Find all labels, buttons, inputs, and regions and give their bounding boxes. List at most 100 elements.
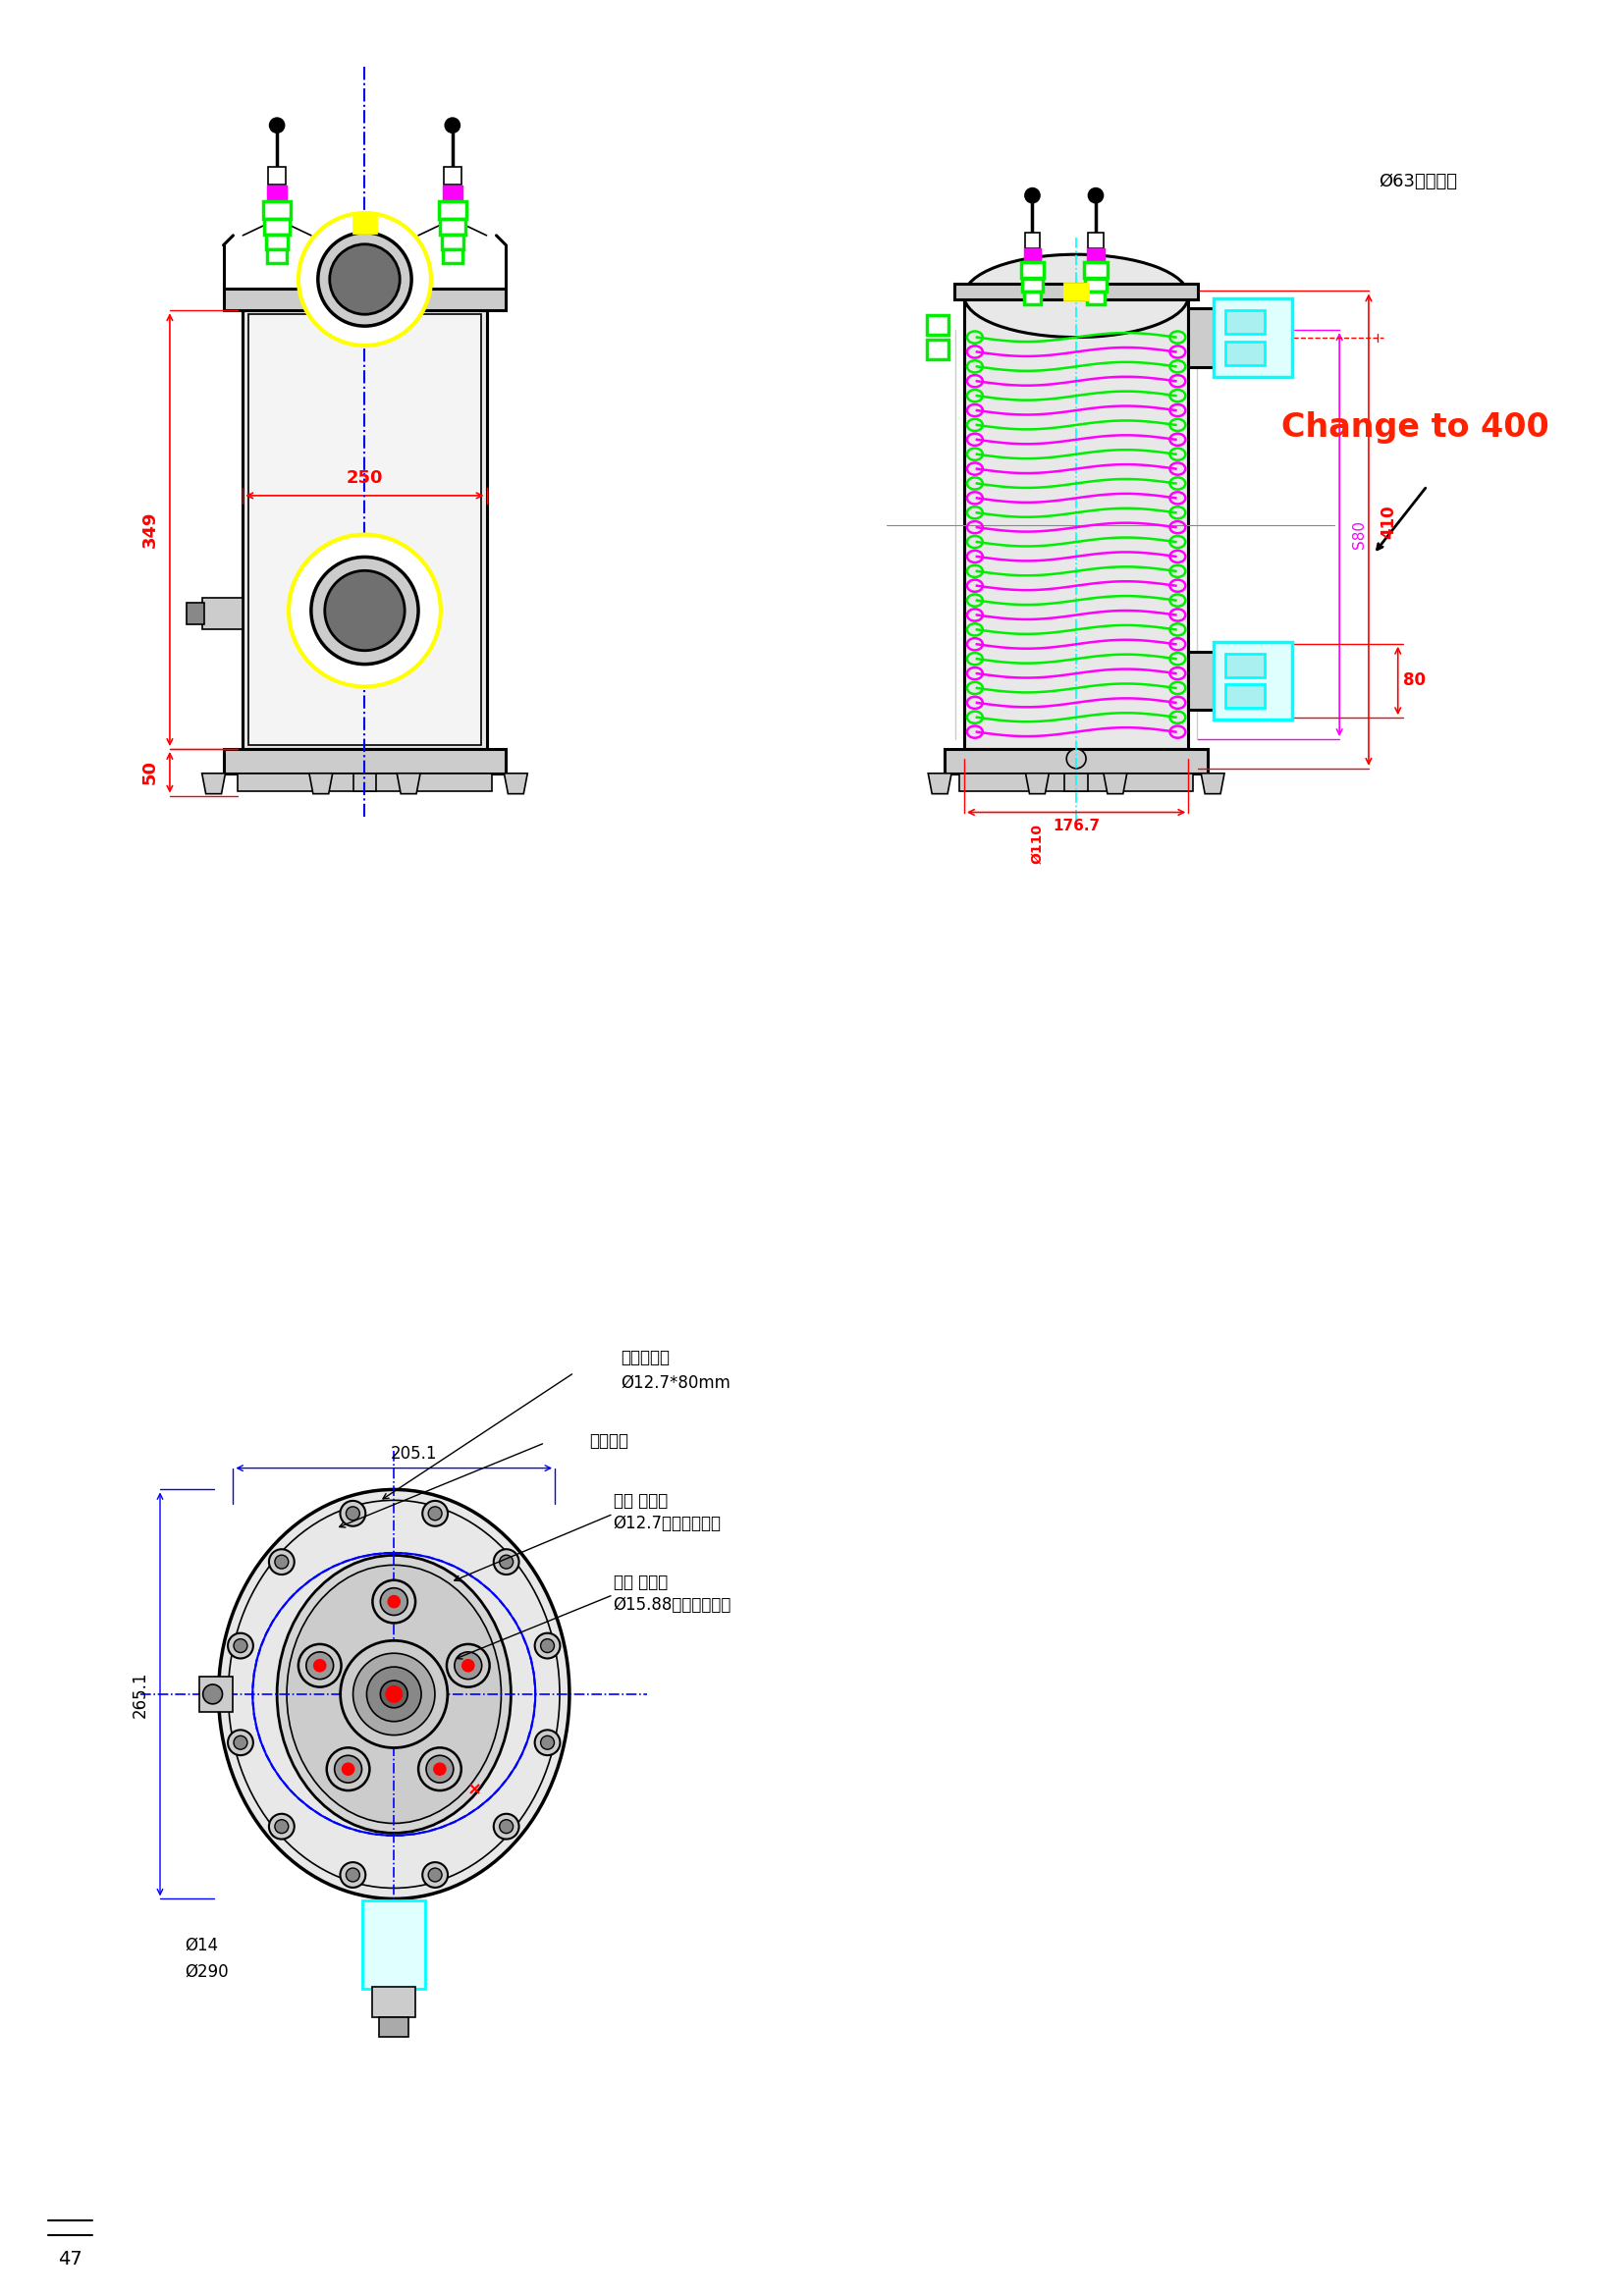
Bar <box>1213 298 1291 377</box>
Ellipse shape <box>278 1554 512 1832</box>
Circle shape <box>429 1869 442 1883</box>
Circle shape <box>429 1506 442 1520</box>
Bar <box>268 248 287 262</box>
Bar <box>443 186 461 200</box>
Circle shape <box>463 1660 474 1671</box>
Circle shape <box>422 1502 448 1527</box>
Bar <box>442 234 463 248</box>
Bar <box>945 748 1208 774</box>
Ellipse shape <box>219 1490 570 1899</box>
Circle shape <box>1090 188 1103 202</box>
Circle shape <box>494 1550 520 1575</box>
Circle shape <box>1026 188 1039 202</box>
Bar <box>362 1901 425 1988</box>
Circle shape <box>1067 748 1086 769</box>
Circle shape <box>372 1580 416 1623</box>
Text: 50: 50 <box>141 760 159 785</box>
Bar <box>239 774 492 790</box>
Ellipse shape <box>287 1566 502 1823</box>
Circle shape <box>289 535 440 687</box>
Bar <box>266 234 287 248</box>
Circle shape <box>270 1550 294 1575</box>
Bar <box>248 315 481 746</box>
Circle shape <box>425 1756 453 1782</box>
Bar <box>443 248 463 262</box>
Bar <box>1023 292 1041 305</box>
Bar <box>200 1676 234 1713</box>
Text: Ø12.7铜管扩口针阀: Ø12.7铜管扩口针阀 <box>614 1515 721 1531</box>
Circle shape <box>339 1862 365 1887</box>
Polygon shape <box>1104 774 1127 794</box>
Bar <box>1226 310 1265 333</box>
Bar <box>1021 262 1044 278</box>
Bar <box>263 202 291 218</box>
Circle shape <box>270 119 284 133</box>
Bar <box>1065 774 1088 790</box>
Bar <box>187 604 205 625</box>
Polygon shape <box>927 774 952 794</box>
Circle shape <box>325 572 404 650</box>
Bar <box>372 1986 416 2018</box>
Text: 250: 250 <box>346 468 383 487</box>
Text: ×: × <box>468 1782 482 1798</box>
Circle shape <box>299 214 430 344</box>
Bar <box>1025 232 1041 248</box>
Bar <box>443 168 461 184</box>
Circle shape <box>234 1736 247 1750</box>
Bar <box>1085 262 1108 278</box>
Circle shape <box>494 1814 520 1839</box>
Bar <box>224 289 507 310</box>
Circle shape <box>447 1644 489 1688</box>
Text: 349: 349 <box>141 512 159 549</box>
Circle shape <box>422 1862 448 1887</box>
Bar <box>1226 342 1265 365</box>
Bar <box>955 285 1199 301</box>
Bar <box>1226 684 1265 707</box>
Text: 47: 47 <box>58 2250 83 2268</box>
Text: 系统 冷媒出: 系统 冷媒出 <box>614 1492 667 1511</box>
Circle shape <box>500 1821 513 1832</box>
Bar <box>224 748 507 774</box>
Circle shape <box>341 1642 448 1747</box>
Circle shape <box>326 1747 370 1791</box>
Bar <box>268 186 286 200</box>
Text: 410: 410 <box>1379 505 1397 540</box>
Polygon shape <box>1026 774 1049 794</box>
Bar <box>927 340 948 358</box>
Circle shape <box>346 1506 359 1520</box>
Bar <box>201 597 244 629</box>
Circle shape <box>380 1589 408 1616</box>
Circle shape <box>534 1729 560 1754</box>
Bar <box>1213 643 1291 719</box>
Circle shape <box>318 232 411 326</box>
Circle shape <box>367 1667 421 1722</box>
Circle shape <box>234 1639 247 1653</box>
Bar <box>1189 652 1216 709</box>
Text: 80: 80 <box>1403 673 1426 689</box>
Polygon shape <box>309 774 333 794</box>
Text: Ø290: Ø290 <box>185 1963 229 1981</box>
Circle shape <box>203 1685 222 1704</box>
Polygon shape <box>503 774 528 794</box>
Bar <box>1088 248 1104 262</box>
Circle shape <box>388 1596 400 1607</box>
Bar <box>440 218 464 234</box>
Circle shape <box>500 1554 513 1568</box>
Circle shape <box>335 1756 362 1782</box>
Circle shape <box>343 1763 354 1775</box>
Bar <box>1085 278 1106 292</box>
Bar <box>352 216 377 232</box>
Circle shape <box>346 1869 359 1883</box>
Circle shape <box>339 1502 365 1527</box>
Text: 无孔螺母: 无孔螺母 <box>590 1433 628 1449</box>
Circle shape <box>534 1632 560 1658</box>
Circle shape <box>227 1632 253 1658</box>
Circle shape <box>307 1651 333 1678</box>
Bar <box>1189 308 1216 367</box>
Circle shape <box>330 243 400 315</box>
Text: 176.7: 176.7 <box>1052 820 1099 833</box>
Circle shape <box>434 1763 445 1775</box>
Text: Ø63蓝色活接: Ø63蓝色活接 <box>1379 172 1457 191</box>
Bar <box>380 2018 409 2037</box>
Bar <box>244 310 487 748</box>
